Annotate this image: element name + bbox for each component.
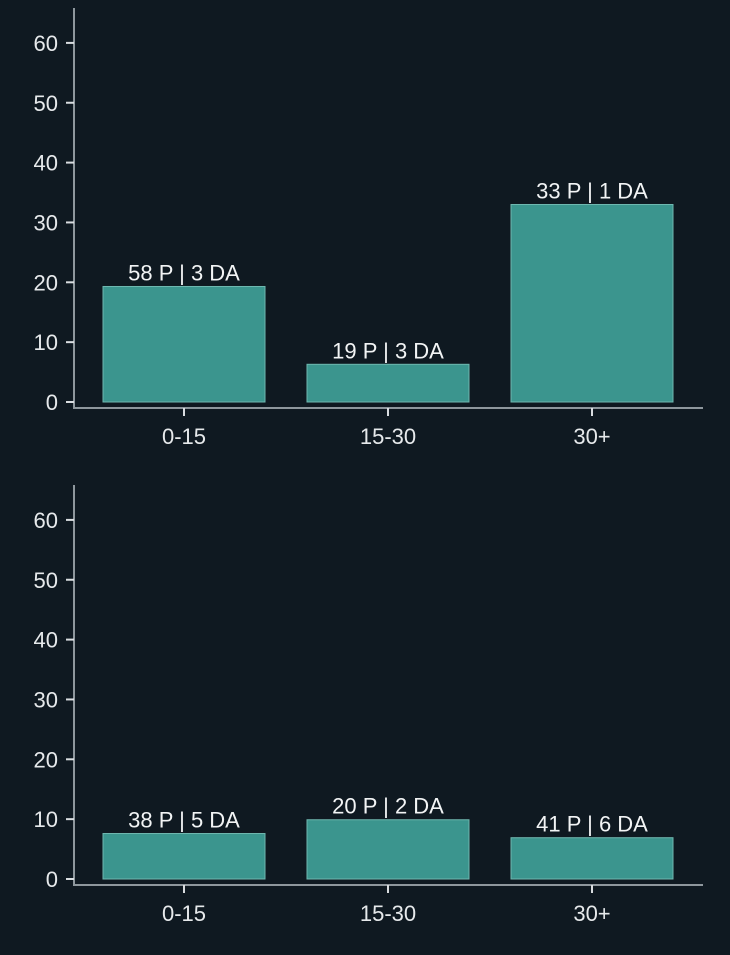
y-tick-label: 20 xyxy=(34,747,58,772)
x-tick-label: 30+ xyxy=(573,901,610,926)
y-tick-label: 60 xyxy=(34,508,58,533)
y-tick-label: 50 xyxy=(34,91,58,116)
bar xyxy=(510,837,674,880)
y-tick-label: 50 xyxy=(34,568,58,593)
x-tick-label: 0-15 xyxy=(162,901,206,926)
y-tick-label: 0 xyxy=(46,867,58,892)
y-tick-label: 0 xyxy=(46,390,58,415)
bar-data-label: 38 P | 5 DA xyxy=(128,808,240,833)
bar-data-label: 41 P | 6 DA xyxy=(536,812,648,837)
y-tick-label: 10 xyxy=(34,807,58,832)
y-tick-label: 20 xyxy=(34,270,58,295)
bar xyxy=(102,285,266,403)
bar-data-label: 20 P | 2 DA xyxy=(332,794,444,819)
bar xyxy=(510,203,674,403)
y-tick-label: 40 xyxy=(34,628,58,653)
x-tick-label: 30+ xyxy=(573,424,610,449)
bar-data-label: 33 P | 1 DA xyxy=(536,178,648,203)
bar xyxy=(306,363,470,403)
bar-data-label: 58 P | 3 DA xyxy=(128,260,240,285)
bar-chart-top: 0 10 20 30 40 50 60 0-15 58 P | 3 DA 15-30 19 P | … xyxy=(34,8,703,449)
x-tick-label: 15-30 xyxy=(360,901,416,926)
bar-chart-bottom: 0 10 20 30 40 50 60 0-15 38 P | 5 DA 15-30 20 P | … xyxy=(34,485,703,926)
y-tick-label: 30 xyxy=(34,210,58,235)
y-tick-label: 10 xyxy=(34,330,58,355)
x-tick-label: 15-30 xyxy=(360,424,416,449)
y-tick-label: 60 xyxy=(34,31,58,56)
x-tick-label: 0-15 xyxy=(162,424,206,449)
y-tick-label: 30 xyxy=(34,687,58,712)
bar-data-label: 19 P | 3 DA xyxy=(332,338,444,363)
bar xyxy=(306,819,470,880)
y-tick-label: 40 xyxy=(34,151,58,176)
bar xyxy=(102,833,266,880)
